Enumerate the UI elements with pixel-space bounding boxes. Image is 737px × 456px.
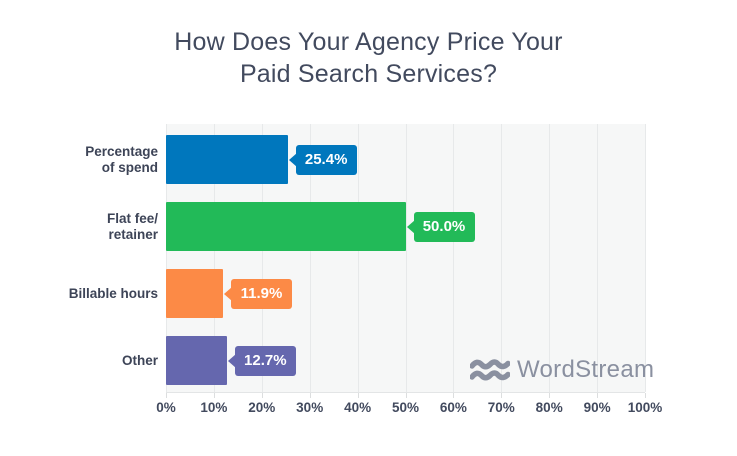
x-axis-label-70: 70% (487, 400, 515, 415)
chart-title-line1: How Does Your Agency Price Your (174, 28, 563, 56)
axis-tick-50 (405, 393, 407, 398)
gridline-20 (261, 124, 263, 392)
axis-tick-90 (597, 393, 599, 398)
gridline-80 (549, 124, 551, 392)
chart-title: How Does Your Agency Price Your Paid Sea… (0, 26, 737, 90)
bar-other (166, 336, 227, 385)
x-axis-label-30: 30% (296, 400, 324, 415)
x-axis-label-60: 60% (439, 400, 467, 415)
category-label-other: Other (121, 352, 158, 368)
value-callout-percentage-of-spend: 25.4% (288, 144, 357, 175)
gridline-10 (213, 124, 215, 392)
callout-arrow-billable-hours (224, 286, 232, 301)
callout-arrow-flat-fee-retainer (406, 219, 415, 234)
axis-tick-70 (501, 393, 503, 398)
callout-arrow-other (227, 353, 236, 368)
bar-billable-hours (166, 269, 223, 318)
gridline-90 (597, 124, 599, 392)
category-label-flat-fee-retainer: Flat fee/retainer (106, 210, 158, 242)
wordstream-waves-icon (470, 358, 510, 380)
gridline-50 (405, 124, 407, 392)
bar-percentage-of-spend (166, 135, 288, 184)
gridline-60 (453, 124, 455, 392)
x-axis-label-100: 100% (627, 400, 663, 415)
gridline-40 (357, 124, 359, 392)
gridline-70 (501, 124, 503, 392)
axis-tick-0 (166, 393, 167, 398)
x-axis-label-90: 90% (583, 400, 611, 415)
axis-tick-20 (261, 393, 263, 398)
value-callout-other: 12.7% (227, 345, 296, 376)
axis-tick-100 (645, 393, 646, 398)
value-callout-billable-hours: 11.9% (224, 278, 292, 309)
x-axis-label-10: 10% (200, 400, 228, 415)
gridline-0 (166, 124, 167, 392)
gridline-30 (309, 124, 311, 392)
category-label-percentage-of-spend: Percentage of spend (85, 143, 158, 175)
x-axis-label-0: 0% (156, 400, 176, 415)
x-axis-label-40: 40% (344, 400, 372, 415)
gridline-100 (645, 124, 646, 392)
wordstream-logo: WordStream (470, 356, 654, 384)
x-axis-label-80: 80% (535, 400, 563, 415)
wordstream-logo-text: WordStream (517, 356, 655, 383)
value-callout-flat-fee-retainer: 50.0% (406, 211, 475, 242)
axis-tick-80 (549, 393, 551, 398)
category-label-billable-hours: Billable hours (68, 285, 158, 301)
x-axis-label-50: 50% (391, 400, 420, 415)
x-axis-label-20: 20% (248, 400, 276, 415)
bar-flat-fee-retainer (166, 202, 406, 251)
axis-tick-60 (453, 393, 455, 398)
axis-tick-40 (357, 393, 359, 398)
chart-title-line2: Paid Search Services? (239, 60, 498, 88)
axis-tick-10 (213, 393, 215, 398)
callout-arrow-percentage-of-spend (288, 152, 297, 167)
axis-tick-30 (309, 393, 311, 398)
